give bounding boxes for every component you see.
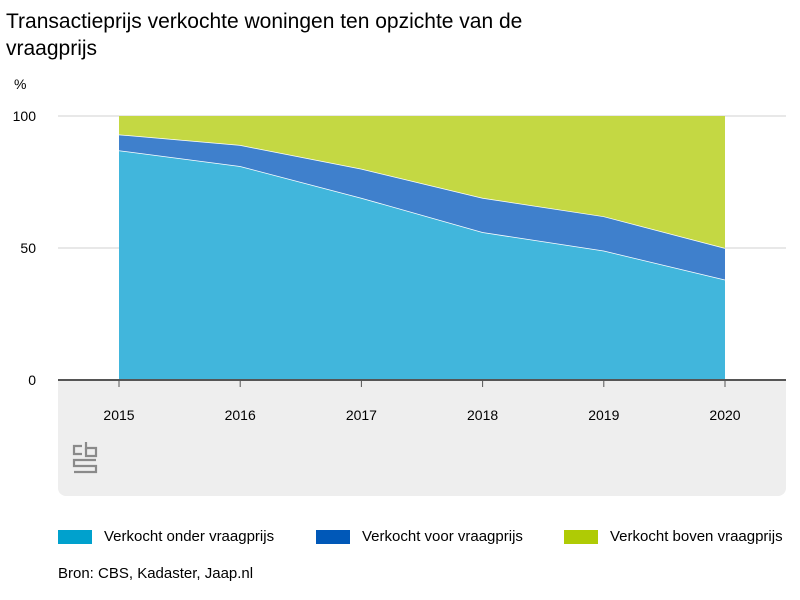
x-tick-label-2017: 2017 bbox=[346, 407, 377, 423]
x-axis-panel bbox=[58, 380, 786, 496]
y-tick-label-0: 0 bbox=[28, 372, 36, 388]
y-axis-unit-label: % bbox=[14, 76, 27, 92]
area-series-3 bbox=[119, 116, 725, 248]
area-series-1 bbox=[119, 150, 725, 380]
y-tick-label-100: 100 bbox=[13, 108, 37, 124]
legend-item-voor: Verkocht voor vraagprijs bbox=[316, 528, 523, 545]
legend-swatch-boven bbox=[564, 529, 598, 544]
legend-item-onder: Verkocht onder vraagprijs bbox=[58, 528, 274, 545]
x-tick-label-2019: 2019 bbox=[588, 407, 619, 423]
x-tick-label-2015: 2015 bbox=[103, 407, 134, 423]
x-tick-label-2018: 2018 bbox=[467, 407, 498, 423]
area-series-group bbox=[118, 116, 726, 380]
legend-swatch-onder bbox=[58, 529, 92, 544]
legend-label-voor: Verkocht voor vraagprijs bbox=[362, 528, 523, 545]
area-series-2 bbox=[119, 134, 725, 280]
legend-label-boven: Verkocht boven vraagprijs bbox=[610, 528, 783, 545]
x-tick-label-2020: 2020 bbox=[709, 407, 740, 423]
y-tick-labels: 0 50 100 bbox=[13, 108, 37, 388]
x-axis-baseline bbox=[58, 379, 786, 387]
cbs-logo-icon bbox=[72, 440, 98, 483]
x-tick-label-2016: 2016 bbox=[225, 407, 256, 423]
source-note: Bron: CBS, Kadaster, Jaap.nl bbox=[58, 565, 254, 582]
legend-label-onder: Verkocht onder vraagprijs bbox=[104, 528, 275, 545]
legend-swatch-voor bbox=[316, 529, 350, 544]
x-tick-labels: 2015 2016 2017 2018 2019 2020 bbox=[103, 407, 740, 423]
y-tick-label-50: 50 bbox=[20, 240, 36, 256]
chart-title: Transactieprijs verkochte woningen ten o… bbox=[6, 10, 523, 60]
legend-item-boven: Verkocht boven vraagprijs bbox=[564, 528, 783, 545]
